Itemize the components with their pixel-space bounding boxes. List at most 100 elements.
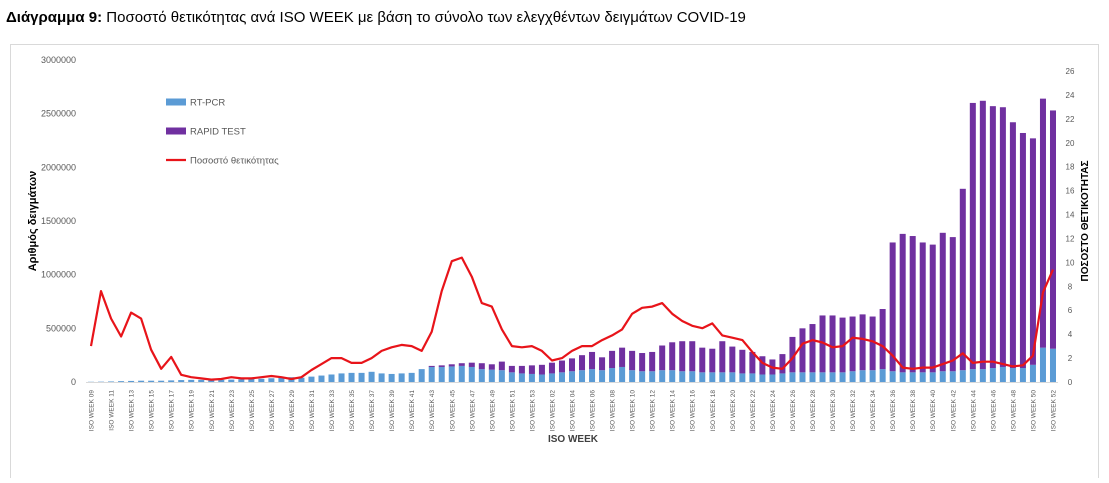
x-tick-label: ISO WEEK 43 [429,390,436,432]
bar [890,242,896,371]
bar [579,370,585,382]
bar [459,366,465,382]
x-tick-label: ISO WEEK 49 [489,390,496,432]
bar [970,103,976,369]
bar [1050,110,1056,348]
bar [649,371,655,382]
bar [830,372,836,382]
bar [569,371,575,382]
bar [1010,368,1016,382]
bar [369,372,375,382]
bar [950,371,956,382]
bar [960,189,966,370]
bar [719,341,725,372]
legend-swatch [166,128,186,135]
bar [158,381,164,382]
bar [429,366,435,367]
bar [228,380,234,382]
bar [148,381,154,382]
bar [880,309,886,369]
bar [128,381,134,382]
bar [599,357,605,370]
x-tick-label: ISO WEEK 41 [409,390,416,432]
y2-tick-label: 24 [1066,91,1075,100]
bar [709,372,715,382]
x-tick-label: ISO WEEK 37 [369,390,376,432]
bar [759,374,765,382]
x-tick-label: ISO WEEK 24 [770,390,777,432]
bar [489,364,495,369]
bar [860,314,866,370]
bar [1040,348,1046,382]
bar [439,365,445,367]
bar [799,328,805,372]
bar [559,361,565,373]
bar [549,373,555,382]
bar [479,369,485,382]
x-tick-label: ISO WEEK 19 [189,390,196,432]
x-tick-label: ISO WEEK 35 [349,390,356,432]
bar [1020,133,1026,368]
x-tick-label: ISO WEEK 27 [269,390,276,432]
bar [1020,368,1026,382]
bar [840,372,846,382]
x-tick-label: ISO WEEK 44 [970,390,977,432]
y2-tick-label: 26 [1066,67,1075,76]
bar [830,315,836,372]
x-tick-label: ISO WEEK 16 [690,390,697,432]
bar [429,367,435,382]
y-tick-label: 2500000 [41,109,76,119]
bar [449,364,455,366]
bar [739,350,745,374]
bar [178,380,184,382]
bar [1000,367,1006,382]
bar [539,365,545,375]
bar [719,372,725,382]
bar [409,373,415,382]
y-tick-label: 0 [71,377,76,387]
x-tick-label: ISO WEEK 25 [249,390,256,432]
bar [789,372,795,382]
bar [1030,138,1036,364]
bar [960,370,966,382]
bar [860,370,866,382]
bar [439,367,445,382]
bar [339,373,345,382]
bar [910,236,916,372]
y2-tick-label: 0 [1068,378,1073,387]
bar [399,373,405,382]
x-tick-label: ISO WEEK 15 [149,390,156,432]
bar [509,366,515,372]
x-tick-label: ISO WEEK 34 [870,390,877,432]
bar [349,373,355,382]
bar [589,352,595,369]
bar [459,363,465,366]
bar [890,371,896,382]
bar [499,370,505,382]
bar [539,374,545,382]
bar [709,349,715,373]
x-tick-label: ISO WEEK 26 [790,390,797,432]
bar [649,352,655,371]
bar [559,372,565,382]
y-tick-label: 1500000 [41,216,76,226]
y2-tick-label: 6 [1068,306,1073,315]
x-tick-label: ISO WEEK 42 [950,390,957,432]
y2-tick-label: 10 [1066,258,1075,267]
bar [469,367,475,382]
bar [920,242,926,372]
bar [669,342,675,370]
bar [689,371,695,382]
bar [318,376,324,382]
x-tick-label: ISO WEEK 33 [329,390,336,432]
x-tick-label: ISO WEEK 10 [630,390,637,432]
bar [359,373,365,382]
bar [1030,365,1036,382]
bar [980,369,986,382]
x-tick-label: ISO WEEK 51 [509,390,516,432]
legend-label: RT-PCR [190,98,225,109]
bar [118,381,124,382]
x-tick-label: ISO WEEK 28 [810,390,817,432]
bar [489,370,495,382]
x-tick-label: ISO WEEK 31 [309,390,316,432]
